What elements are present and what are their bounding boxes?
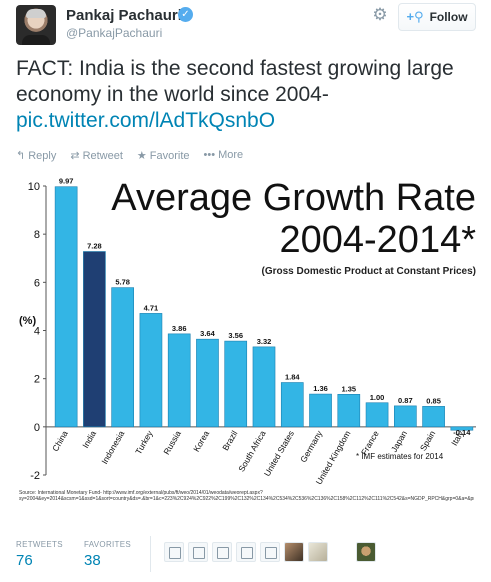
x-tick-label: Germany [298, 428, 325, 464]
favoriter-avatar[interactable] [284, 542, 304, 562]
y-tick-label: 0 [34, 422, 40, 434]
tweet-actions: ↰ Reply ⇄ Retweet ★ Favorite ••• More [16, 149, 243, 162]
more-action[interactable]: ••• More [204, 149, 244, 162]
y-tick-label: 2 [34, 374, 40, 386]
x-tick-label: Brazil [220, 429, 239, 453]
retweet-label: Retweet [82, 150, 123, 162]
bar [54, 186, 78, 428]
chart-source: Source: International Monetary Fund- htt… [19, 490, 474, 502]
star-icon: ★ [136, 150, 147, 162]
chart-footnote: * IMF estimates for 2014 [356, 452, 444, 461]
bar [139, 313, 163, 428]
reply-action[interactable]: ↰ Reply [16, 149, 56, 162]
bar-value-label: 1.00 [370, 393, 385, 402]
y-tick-label: -2 [30, 470, 40, 482]
tweet-image-chart[interactable]: -2 0 2 4 6 8 10 9.97 China 7.28 India 5.78 Indonesia… [16, 170, 481, 515]
y-axis-label: (%) [19, 315, 37, 327]
bar-value-label: 3.32 [257, 337, 272, 346]
x-tick-label: Japan [389, 429, 409, 454]
bar [422, 406, 445, 428]
more-label: More [218, 149, 244, 161]
x-tick-label: India [80, 429, 98, 450]
favorites-count: 38 [84, 552, 101, 569]
bar [83, 251, 106, 428]
favoriter-avatars [164, 542, 376, 562]
x-tick-label: Turkey [133, 428, 155, 456]
retweet-action[interactable]: ⇄ Retweet [70, 149, 123, 162]
favoriter-avatar[interactable] [260, 542, 280, 562]
favorites-stat[interactable]: FAVORITES 38 [84, 540, 131, 569]
favoriter-avatar[interactable] [236, 542, 256, 562]
bar [394, 405, 417, 428]
favoriter-avatar[interactable] [356, 542, 376, 562]
bar [196, 338, 219, 428]
bar-value-label: 3.64 [200, 329, 215, 338]
bar-value-label: 9.97 [59, 177, 74, 186]
bar [450, 426, 474, 431]
retweets-count: 76 [16, 552, 33, 569]
favorites-label: FAVORITES [84, 540, 132, 549]
profile-avatar[interactable] [16, 5, 56, 45]
favoriter-avatar[interactable] [188, 542, 208, 562]
reply-label: Reply [28, 150, 57, 162]
follow-button[interactable]: +⚲ Follow [398, 3, 476, 31]
bar-value-label: 4.71 [144, 303, 159, 312]
avatar-hair [26, 9, 46, 18]
follow-label: Follow [429, 10, 468, 24]
bar [365, 402, 389, 428]
bar-value-label: 7.28 [87, 242, 102, 251]
bar [337, 394, 361, 428]
tweet-text: FACT: India is the second fastest growin… [16, 56, 476, 134]
bar [280, 382, 304, 428]
bar [224, 340, 248, 428]
bar-value-label: 0.85 [426, 396, 441, 405]
y-tick-label: 4 [34, 326, 40, 338]
bar-value-label: 3.56 [228, 331, 243, 340]
x-tick-label: South Africa [236, 429, 268, 474]
verified-badge-icon: ✓ [178, 7, 193, 22]
bar-value-label: -0.14 [453, 428, 471, 437]
x-tick-label: Spain [418, 429, 438, 453]
favorite-action[interactable]: ★ Favorite [137, 149, 190, 162]
retweet-icon: ⇄ [70, 150, 80, 162]
follow-user-icon: +⚲ [406, 9, 424, 24]
favorite-label: Favorite [149, 150, 190, 162]
y-tick-label: 6 [34, 277, 40, 289]
bar-value-label: 1.35 [341, 384, 356, 393]
bar-value-label: 3.86 [172, 324, 187, 333]
favoriter-avatar[interactable] [308, 542, 328, 562]
tweet-media-link[interactable]: pic.twitter.com/lAdTkQsnbO [16, 109, 276, 132]
bar-chart: -2 0 2 4 6 8 10 9.97 China 7.28 India 5.78 Indonesia… [28, 177, 476, 486]
chart-note: (Gross Domestic Product at Constant Pric… [261, 266, 477, 277]
more-dots-icon: ••• [203, 149, 216, 161]
y-tick-label: 8 [34, 229, 40, 241]
chart-title: Average Growth Rate [111, 177, 476, 219]
author-name[interactable]: Pankaj Pachauri [66, 7, 182, 24]
bar-value-label: 5.78 [115, 278, 130, 287]
chart-subtitle: 2004-2014* [279, 219, 476, 261]
tweet-body: FACT: India is the second fastest growin… [16, 57, 454, 106]
bar [309, 393, 332, 428]
favoriter-avatar[interactable] [164, 542, 184, 562]
bar-value-label: 1.84 [285, 373, 300, 382]
y-tick-label: 10 [28, 181, 40, 193]
reply-icon: ↰ [16, 150, 26, 162]
gear-icon[interactable]: ⚙ [372, 5, 388, 24]
x-tick-label: Russia [161, 429, 183, 457]
avatar-shirt [22, 35, 50, 45]
x-tick-label: United States [262, 429, 296, 478]
retweets-stat[interactable]: RETWEETS 76 [16, 540, 63, 569]
bar [167, 333, 191, 428]
x-tick-label: China [50, 429, 70, 453]
favoriter-avatar[interactable] [212, 542, 232, 562]
retweets-label: RETWEETS [16, 540, 63, 549]
bar [111, 287, 134, 428]
bar-value-label: 0.87 [398, 396, 413, 405]
bar-value-label: 1.36 [313, 384, 328, 393]
x-tick-label: Korea [191, 429, 211, 454]
x-tick-label: Indonesia [99, 429, 126, 466]
bar [252, 346, 276, 428]
stats-divider [150, 536, 151, 572]
author-handle[interactable]: @PankajPachauri [66, 26, 163, 40]
